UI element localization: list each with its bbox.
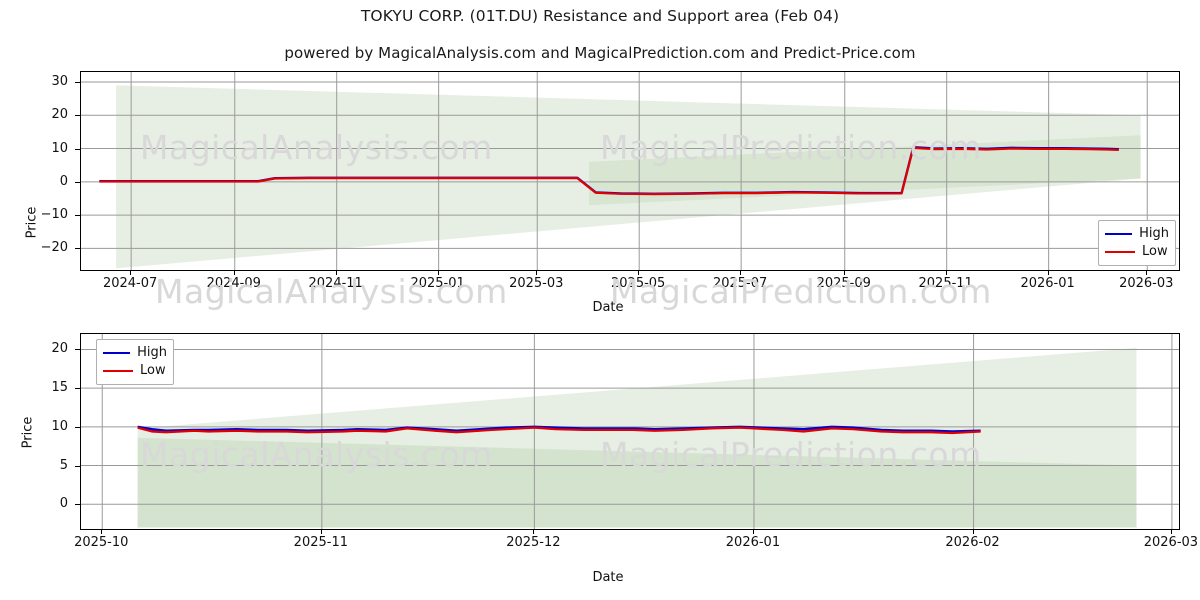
lower-panel: Price 20 15 10 5 0 2025-10 2025-11 2025-12 2026…	[0, 325, 1200, 600]
y-tick-mark	[75, 148, 80, 150]
low-line-swatch	[103, 370, 133, 372]
lower-legend-label-low: Low	[140, 363, 166, 378]
upper-x-tick: 2024-11	[308, 276, 363, 291]
upper-x-tick: 2025-07	[712, 276, 768, 291]
page-title: TOKYU CORP. (01T.DU) Resistance and Supp…	[360, 7, 840, 25]
upper-y-tick: 0	[59, 173, 68, 189]
upper-plot-area	[80, 71, 1180, 271]
lower-y-tick: 20	[51, 341, 68, 357]
page-subtitle: powered by MagicalAnalysis.com and Magic…	[284, 44, 916, 62]
lower-y-tick: 0	[59, 496, 68, 512]
upper-plot-svg	[81, 72, 1179, 270]
upper-legend[interactable]: High Low	[1098, 220, 1176, 266]
x-tick-mark	[1170, 529, 1172, 534]
y-tick-mark	[75, 115, 80, 117]
upper-y-tick: −20	[40, 240, 68, 256]
y-tick-mark	[75, 248, 80, 250]
x-tick-mark	[233, 270, 235, 275]
upper-x-tick: 2024-09	[206, 276, 261, 291]
upper-legend-label-high: High	[1139, 226, 1169, 241]
lower-plot-svg	[81, 334, 1179, 529]
upper-y-tick: −10	[40, 207, 68, 223]
upper-legend-item-low: Low	[1105, 243, 1169, 261]
x-tick-mark	[335, 270, 337, 275]
x-tick-mark	[536, 270, 538, 275]
y-tick-mark	[75, 349, 80, 351]
upper-x-tick: 2024-07	[102, 276, 158, 291]
x-tick-mark	[752, 529, 754, 534]
x-tick-mark	[437, 270, 439, 275]
lower-legend[interactable]: High Low	[96, 339, 174, 385]
watermark-analysis-lower: MagicalAnalysis.com	[140, 435, 493, 474]
upper-legend-item-high: High	[1105, 225, 1169, 243]
lower-x-tick: 2026-02	[945, 535, 1000, 550]
y-tick-mark	[75, 81, 80, 83]
lower-x-tick: 2026-03	[1143, 535, 1199, 550]
y-tick-mark	[75, 465, 80, 467]
y-tick-mark	[75, 426, 80, 428]
watermark-analysis-upper: MagicalAnalysis.com	[140, 128, 493, 167]
x-tick-mark	[740, 270, 742, 275]
watermark-analysis-mid: MagicalAnalysis.com	[155, 272, 508, 311]
lower-plot-area	[80, 333, 1180, 530]
x-tick-mark	[945, 270, 947, 275]
y-tick-mark	[75, 181, 80, 183]
lower-legend-item-low: Low	[103, 362, 167, 380]
lower-x-tick: 2026-01	[725, 535, 781, 550]
lower-legend-label-high: High	[137, 345, 167, 360]
upper-x-tick: 2026-01	[1020, 276, 1075, 291]
upper-x-tick: 2025-01	[410, 276, 465, 291]
upper-x-tick: 2025-03	[509, 276, 564, 291]
high-line-swatch	[103, 352, 131, 354]
y-tick-mark	[75, 504, 80, 506]
x-tick-mark	[972, 529, 974, 534]
low-line-swatch	[1105, 251, 1135, 253]
x-tick-mark	[1047, 270, 1049, 275]
upper-x-tick: 2026-03	[1119, 276, 1174, 291]
lower-x-tick: 2025-12	[506, 535, 561, 550]
upper-x-axis-label: Date	[592, 300, 624, 315]
y-tick-mark	[75, 388, 80, 390]
upper-y-tick: 30	[51, 73, 68, 89]
high-line-swatch	[1105, 233, 1133, 235]
upper-x-tick: 2025-05	[611, 276, 666, 291]
upper-y-tick: 10	[51, 140, 68, 156]
x-tick-mark	[130, 270, 132, 275]
lower-x-tick: 2025-10	[74, 535, 129, 550]
lower-legend-item-high: High	[103, 344, 167, 362]
x-tick-mark	[101, 529, 103, 534]
x-tick-mark	[1146, 270, 1148, 275]
upper-legend-label-low: Low	[1142, 244, 1168, 259]
x-tick-mark	[320, 529, 322, 534]
x-tick-mark	[638, 270, 640, 275]
lower-x-axis-label: Date	[592, 570, 624, 585]
x-tick-mark	[843, 270, 845, 275]
watermark-prediction-mid: MagicalPrediction.com	[610, 272, 992, 311]
lower-x-tick: 2025-11	[293, 535, 348, 550]
lower-y-tick: 15	[51, 380, 68, 396]
y-tick-mark	[75, 215, 80, 217]
x-tick-mark	[533, 529, 535, 534]
upper-x-tick: 2025-09	[816, 276, 871, 291]
upper-panel: Price 30 20 10 0 −10 −20 2024-07 2024-09 2024-1…	[0, 60, 1200, 320]
upper-y-tick: 20	[51, 107, 68, 123]
watermark-prediction-lower: MagicalPrediction.com	[600, 435, 982, 474]
watermark-prediction-upper: MagicalPrediction.com	[600, 128, 982, 167]
upper-x-tick: 2025-11	[918, 276, 973, 291]
lower-y-tick: 10	[51, 418, 68, 434]
lower-y-tick: 5	[59, 457, 68, 473]
